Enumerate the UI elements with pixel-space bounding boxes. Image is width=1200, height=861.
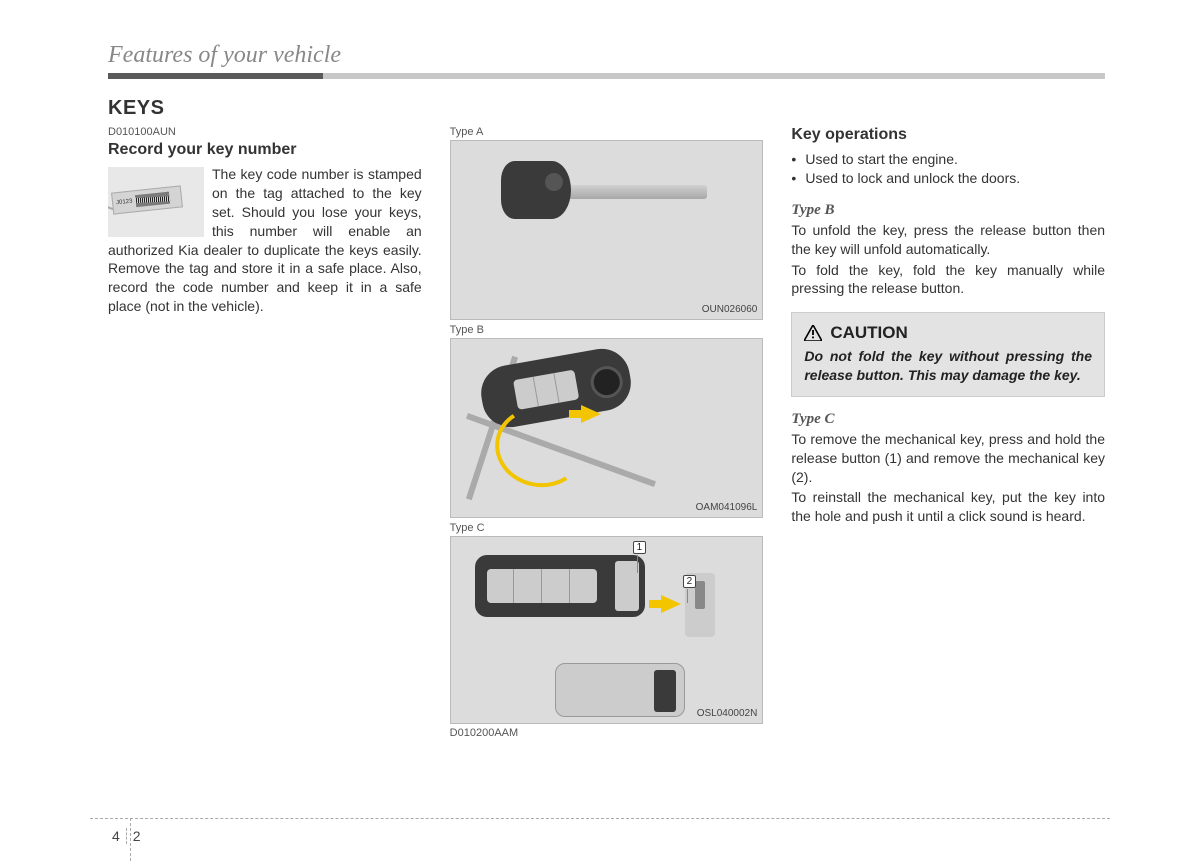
smart-key-icon [475, 555, 645, 617]
bullet-text: Used to lock and unlock the doors. [805, 169, 1020, 188]
type-b-label: Type B [450, 324, 764, 336]
three-column-layout: D010100AUN Record your key number J0123 … [108, 126, 1105, 742]
page-number-page: 2 [133, 828, 141, 844]
type-b-paragraph-1: To unfold the key, press the release but… [791, 221, 1105, 259]
warning-triangle-icon [804, 325, 822, 341]
callout-1: 1 [633, 541, 647, 553]
type-b-image-code: OAM041096L [696, 502, 758, 513]
type-c-label: Type C [450, 522, 764, 534]
reference-code: D010100AUN [108, 126, 422, 138]
caution-label: CAUTION [830, 323, 907, 343]
type-c-image-code: OSL040002N [697, 708, 758, 719]
chapter-title: Features of your vehicle [108, 42, 1105, 71]
key-tag-code: J0123 [116, 198, 133, 208]
page-number-chapter: 4 [112, 828, 120, 844]
subheading-record-key: Record your key number [108, 141, 422, 159]
page-footer: 4 2 [0, 818, 1200, 819]
record-key-paragraph: J0123 The key code number is stamped on … [108, 165, 422, 316]
type-a-illustration: OUN026060 [450, 140, 764, 320]
type-c-heading: Type C [791, 411, 1105, 428]
list-item: •Used to lock and unlock the doors. [791, 169, 1105, 188]
chapter-divider [108, 73, 1105, 79]
footer-dashed-line [90, 818, 1110, 819]
bullet-text: Used to start the engine. [805, 150, 958, 169]
caution-box: CAUTION Do not fold the key without pres… [791, 312, 1105, 396]
page-number: 4 2 [112, 828, 141, 844]
key-operations-list: •Used to start the engine. •Used to lock… [791, 150, 1105, 188]
caution-title: CAUTION [804, 323, 1092, 343]
column-3: Key operations •Used to start the engine… [791, 126, 1105, 742]
type-b-heading: Type B [791, 202, 1105, 219]
section-title: KEYS [108, 97, 1105, 120]
reference-code-bottom: D010200AAM [450, 727, 764, 739]
page: Features of your vehicle KEYS D010100AUN… [0, 0, 1200, 742]
standard-key-icon [501, 161, 571, 219]
arrow-icon [661, 595, 681, 613]
type-b-illustration: OAM041096L [450, 338, 764, 518]
type-c-paragraph-1: To remove the mechanical key, press and … [791, 430, 1105, 487]
callout-2: 2 [683, 575, 697, 587]
type-c-paragraph-2: To reinstall the mechanical key, put the… [791, 488, 1105, 526]
column-2: Type A OUN026060 Type B OAM041096L [450, 126, 764, 742]
key-tag-label: J0123 [111, 185, 183, 214]
type-a-image-code: OUN026060 [702, 304, 758, 315]
key-operations-heading: Key operations [791, 126, 1105, 144]
type-b-paragraph-2: To fold the key, fold the key manually w… [791, 261, 1105, 299]
list-item: •Used to start the engine. [791, 150, 1105, 169]
key-tag-illustration: J0123 [108, 167, 204, 237]
folding-key-icon [481, 357, 631, 419]
type-c-illustration: 1 2 OSL040002N [450, 536, 764, 724]
arrow-icon [581, 405, 601, 423]
page-number-separator [126, 828, 127, 844]
caution-text: Do not fold the key without pressing the… [804, 347, 1092, 383]
column-1: D010100AUN Record your key number J0123 … [108, 126, 422, 742]
chapter-header: Features of your vehicle [108, 42, 1105, 79]
barcode-icon [136, 192, 171, 207]
type-a-label: Type A [450, 126, 764, 138]
